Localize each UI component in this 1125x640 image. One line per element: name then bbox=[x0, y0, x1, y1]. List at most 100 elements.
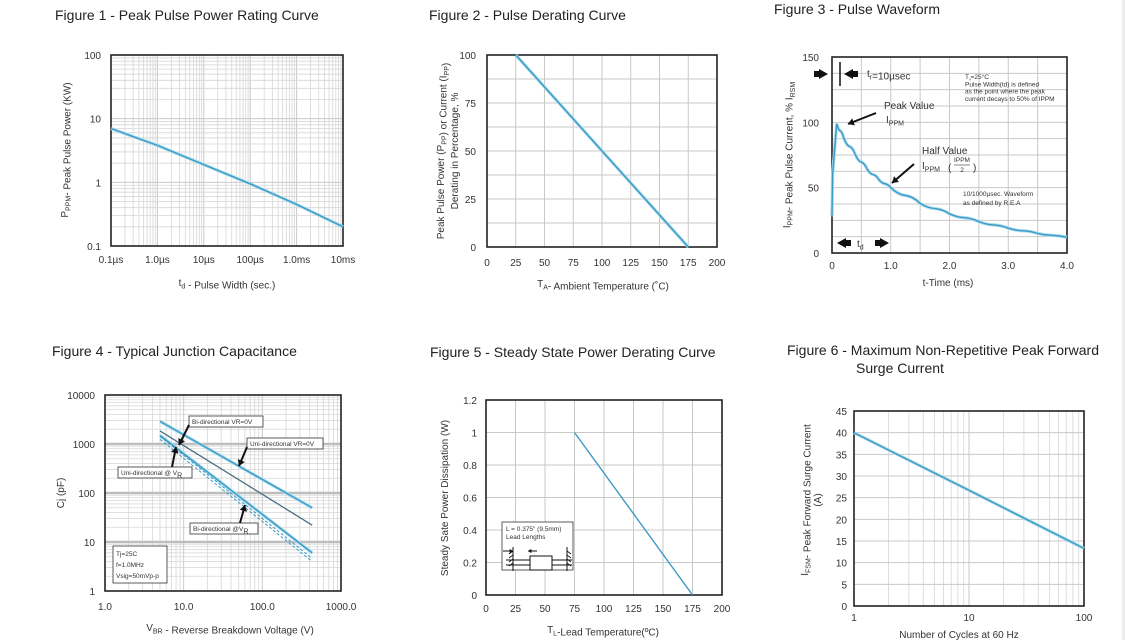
fig2-y-tick-label: 75 bbox=[465, 99, 477, 110]
label-part: V bbox=[146, 623, 153, 634]
td-label: td bbox=[857, 239, 864, 252]
fig5-y-tick-label: 0.2 bbox=[463, 559, 477, 570]
label-part: - Pulse Width (sec.) bbox=[185, 281, 275, 292]
fig4-y-tick-label: 100 bbox=[78, 489, 95, 500]
label-uni-vr-box bbox=[117, 466, 193, 479]
peak-arrow-head bbox=[848, 118, 855, 126]
fig3-plot-frame bbox=[831, 56, 1068, 254]
inset-hatch bbox=[508, 558, 514, 563]
inset-hatch bbox=[508, 550, 514, 555]
fig3-x-tick-label: 0 bbox=[829, 261, 835, 272]
inset-hatch bbox=[566, 550, 572, 555]
condition-note-line: as the point where the peak bbox=[965, 89, 1046, 96]
fig6-y-tick-label: 15 bbox=[836, 537, 848, 548]
fig4-plot-frame bbox=[104, 394, 342, 592]
fig6-series-line bbox=[853, 432, 1085, 550]
fig2-x-tick-label: 175 bbox=[680, 258, 697, 269]
fig2-x-axis-label: TA- Ambient Temperature (˚C) bbox=[537, 279, 669, 293]
label-part: ) bbox=[441, 63, 452, 66]
label-bi-vr-box bbox=[189, 522, 259, 535]
inset-box bbox=[501, 521, 574, 571]
half-fraction-denominator: 2 bbox=[960, 167, 964, 174]
fig2-x-tick-label: 125 bbox=[622, 258, 639, 269]
inset-hatch bbox=[508, 562, 514, 567]
figure-3-title: Figure 3 - Pulse Waveform bbox=[774, 1, 940, 17]
page-edge bbox=[1122, 0, 1125, 640]
subscript: RSM bbox=[790, 82, 797, 98]
fig5-x-tick-label: 150 bbox=[655, 604, 672, 615]
figure-5-chart: 0 25 50 75 100 125 150 175 200 0 0.2 0.4 0.6 0.8 1 1.2 T… bbox=[440, 396, 731, 639]
label-part: Bi-directional @V bbox=[193, 526, 244, 533]
fig2-x-tick-label: 75 bbox=[568, 258, 580, 269]
tr-right-arrow-icon bbox=[814, 69, 828, 79]
waveform-note-line2: as defined by R.E.A bbox=[963, 200, 1021, 207]
fig5-y-tick-label: 0.4 bbox=[463, 526, 477, 537]
waveform-note-line1: 10/1000µsec. Waveform bbox=[963, 191, 1033, 198]
label-part: T bbox=[537, 279, 543, 290]
half-arrow-head bbox=[892, 176, 899, 183]
fig5-x-tick-label: 200 bbox=[714, 604, 731, 615]
subscript: d bbox=[860, 245, 864, 252]
figure-6-title-line1: Figure 6 - Maximum Non-Repetitive Peak F… bbox=[787, 342, 1099, 358]
label-bi-vr0-text: Bi-directional VR=0V bbox=[192, 419, 253, 426]
fig3-y-tick-label: 100 bbox=[802, 118, 819, 129]
subscript: PPM bbox=[889, 121, 904, 128]
condition-note-line: T⁁=25°C bbox=[965, 73, 989, 81]
fig4-series-line-alt bbox=[159, 435, 313, 559]
fig2-x-tick-label: 50 bbox=[539, 258, 551, 269]
tr-left-arrow-icon bbox=[844, 69, 858, 79]
fig6-y-tick-label: 30 bbox=[836, 472, 848, 483]
fig1-y-tick-label: 100 bbox=[84, 51, 101, 62]
fig5-x-tick-label: 0 bbox=[483, 604, 489, 615]
figure-5-title: Figure 5 - Steady State Power Derating C… bbox=[430, 344, 716, 360]
fig1-x-tick-label: 1.0µs bbox=[145, 255, 170, 266]
fig3-y-tick-label: 50 bbox=[808, 184, 820, 195]
inset-line2: Lead Lengths bbox=[506, 534, 546, 541]
fig1-x-tick-label: 1.0ms bbox=[283, 255, 310, 266]
condition-note-line: Pulse Width(td) is defined bbox=[965, 81, 1039, 88]
fig1-x-axis-label: td - Pulse Width (sec.) bbox=[179, 278, 276, 292]
figure-4-title: Figure 4 - Typical Junction Capacitance bbox=[52, 343, 297, 359]
inset-hatch bbox=[566, 554, 572, 559]
label-uni-vr-arrow-head bbox=[171, 447, 179, 454]
figure-1-title: Figure 1 - Peak Pulse Power Rating Curve bbox=[55, 7, 319, 23]
fig2-x-tick-label: 200 bbox=[709, 258, 726, 269]
fig4-y-tick-label: 10000 bbox=[67, 391, 95, 402]
fig5-x-axis-label: TL-Lead Temperature(ºC) bbox=[547, 625, 659, 639]
half-paren-open: ( bbox=[948, 163, 952, 174]
half-value-label: Half Value bbox=[922, 146, 968, 157]
fig4-y-tick-label: 1000 bbox=[73, 440, 96, 451]
label-part: I bbox=[886, 115, 889, 126]
fig1-y-tick-label: 10 bbox=[90, 115, 102, 126]
figure-1-chart: 0.1µs 1.0µs 10µs 100µs 1.0ms 10ms 0.1 1 10 100 td … bbox=[60, 51, 355, 292]
figure-2-title: Figure 2 - Pulse Derating Curve bbox=[429, 7, 626, 23]
fig2-y-tick-label: 50 bbox=[465, 147, 477, 158]
fig4-series-line bbox=[159, 420, 313, 509]
figure-6-chart: 1 10 100 0 5 10 15 20 25 30 35 40 45 Number of Cycles… bbox=[800, 407, 1093, 640]
inset-hatch bbox=[566, 558, 572, 563]
fig4-x-tick-label: 100.0 bbox=[250, 602, 275, 613]
inset-right-arrow-icon bbox=[528, 548, 532, 554]
fig6-y-tick-label: 10 bbox=[836, 559, 848, 570]
conditions-box bbox=[112, 545, 168, 584]
inset-hatch bbox=[566, 562, 572, 567]
fig5-y-tick-label: 1.2 bbox=[463, 396, 477, 407]
label-part: t bbox=[179, 278, 182, 289]
label-part: Uni-directional VR=0V bbox=[250, 441, 315, 448]
label-part: t bbox=[867, 69, 870, 80]
subscript: L bbox=[553, 631, 557, 638]
fig3-x-axis-label: t-Time (ms) bbox=[923, 278, 974, 289]
fig3-x-tick-label: 4.0 bbox=[1060, 261, 1074, 272]
subscript: A bbox=[543, 285, 548, 292]
fig1-x-tick-label: 0.1µs bbox=[99, 255, 124, 266]
fig2-series-line bbox=[515, 54, 689, 248]
fig2-plot-frame bbox=[486, 54, 718, 248]
fig5-x-tick-label: 100 bbox=[596, 604, 613, 615]
fig6-x-tick-label: 1 bbox=[851, 613, 857, 624]
fig4-x-tick-label: 1.0 bbox=[98, 602, 112, 613]
label-uni-vr0-arrow-head bbox=[237, 459, 245, 466]
tr-label: tr=10µsec bbox=[867, 69, 910, 83]
fig3-x-tick-label: 2.0 bbox=[943, 261, 957, 272]
fig5-plot-frame bbox=[485, 399, 723, 596]
